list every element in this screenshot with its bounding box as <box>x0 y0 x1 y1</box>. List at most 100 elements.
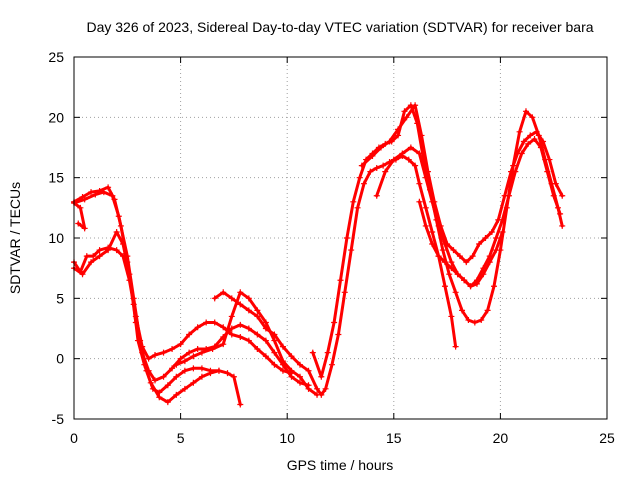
data-point-marker <box>190 379 197 386</box>
data-point-marker <box>198 373 205 380</box>
data-point-marker <box>537 144 544 151</box>
data-point-marker <box>271 331 278 338</box>
data-point-marker <box>491 283 498 290</box>
data-point-marker <box>416 150 423 157</box>
data-point-marker <box>331 319 338 326</box>
data-point-marker <box>540 138 547 145</box>
data-point-marker <box>314 385 321 392</box>
data-point-marker <box>203 319 210 326</box>
data-point-marker <box>181 367 188 374</box>
data-point-marker <box>181 358 188 365</box>
data-point-marker <box>390 156 397 163</box>
data-point-marker <box>145 367 152 374</box>
data-point-marker <box>215 367 222 374</box>
data-point-marker <box>228 313 235 320</box>
data-point-marker <box>309 349 316 356</box>
data-point-marker <box>288 353 295 360</box>
data-point-marker <box>228 325 235 332</box>
y-tick-label: 10 <box>48 230 64 246</box>
data-point-marker <box>120 241 127 248</box>
series-trail <box>213 154 458 397</box>
data-point-marker <box>454 271 461 278</box>
data-point-marker <box>439 247 446 254</box>
series-track-4 <box>71 228 312 389</box>
data-point-marker <box>358 162 365 169</box>
data-point-marker <box>198 365 205 372</box>
data-point-marker <box>416 198 423 205</box>
data-point-marker <box>262 325 269 332</box>
series-trail <box>375 137 562 288</box>
data-point-marker <box>354 204 361 211</box>
data-point-marker <box>480 271 487 278</box>
data-point-marker <box>194 324 201 331</box>
data-point-marker <box>288 373 295 380</box>
data-point-marker <box>471 319 478 326</box>
data-point-marker <box>198 349 205 356</box>
data-point-marker <box>262 337 269 344</box>
data-point-marker <box>152 352 159 359</box>
data-point-marker <box>422 204 429 211</box>
data-point-marker <box>237 321 244 328</box>
data-point-marker <box>237 401 244 408</box>
data-point-marker <box>75 220 82 227</box>
data-point-marker <box>126 271 133 278</box>
x-tick-label: 10 <box>279 430 295 446</box>
data-point-marker <box>435 253 442 260</box>
data-point-marker <box>424 168 431 175</box>
data-point-marker <box>441 259 448 266</box>
data-point-marker <box>164 399 171 406</box>
data-point-marker <box>527 132 534 139</box>
data-point-marker <box>139 349 146 356</box>
data-point-marker <box>435 222 442 229</box>
series-trail <box>72 230 310 387</box>
data-point-marker <box>337 277 344 284</box>
data-point-marker <box>441 283 448 290</box>
data-point-marker <box>96 247 103 254</box>
data-point-marker <box>403 114 410 121</box>
data-point-marker <box>296 361 303 368</box>
data-point-marker <box>88 189 95 196</box>
x-tick-label: 20 <box>493 430 509 446</box>
data-point-marker <box>465 317 472 324</box>
data-point-marker <box>271 361 278 368</box>
data-point-marker <box>429 228 436 235</box>
data-point-marker <box>452 289 459 296</box>
data-point-marker <box>322 385 329 392</box>
data-point-marker <box>181 385 188 392</box>
data-point-marker <box>90 253 97 260</box>
data-point-marker <box>279 367 286 374</box>
data-point-marker <box>335 331 342 338</box>
data-point-marker <box>152 377 159 384</box>
data-point-marker <box>469 253 476 260</box>
data-point-marker <box>473 280 480 287</box>
data-point-marker <box>207 370 214 377</box>
data-point-marker <box>83 253 90 260</box>
y-tick-label: 0 <box>56 351 64 367</box>
data-point-marker <box>237 301 244 308</box>
data-point-marker <box>279 358 286 365</box>
y-tick-label: 5 <box>56 290 64 306</box>
data-point-marker <box>169 346 176 353</box>
data-point-marker <box>416 180 423 187</box>
data-point-marker <box>88 259 95 266</box>
data-point-marker <box>324 349 331 356</box>
data-point-marker <box>209 346 216 353</box>
x-axis-label: GPS time / hours <box>287 457 394 473</box>
data-point-marker <box>429 198 436 205</box>
data-point-marker <box>360 180 367 187</box>
data-point-marker <box>177 355 184 362</box>
data-point-marker <box>552 180 559 187</box>
data-point-marker <box>557 210 564 217</box>
data-point-marker <box>220 324 227 331</box>
data-point-marker <box>356 174 363 181</box>
data-point-marker <box>230 373 237 380</box>
data-point-marker <box>559 192 566 199</box>
data-point-marker <box>318 391 325 398</box>
data-point-marker <box>271 337 278 344</box>
data-point-marker <box>96 253 103 260</box>
data-point-marker <box>373 165 380 172</box>
data-point-marker <box>164 382 171 389</box>
y-axis-label: SDTVAR / TECUs <box>7 182 23 294</box>
data-point-marker <box>245 337 252 344</box>
data-point-marker <box>173 373 180 380</box>
